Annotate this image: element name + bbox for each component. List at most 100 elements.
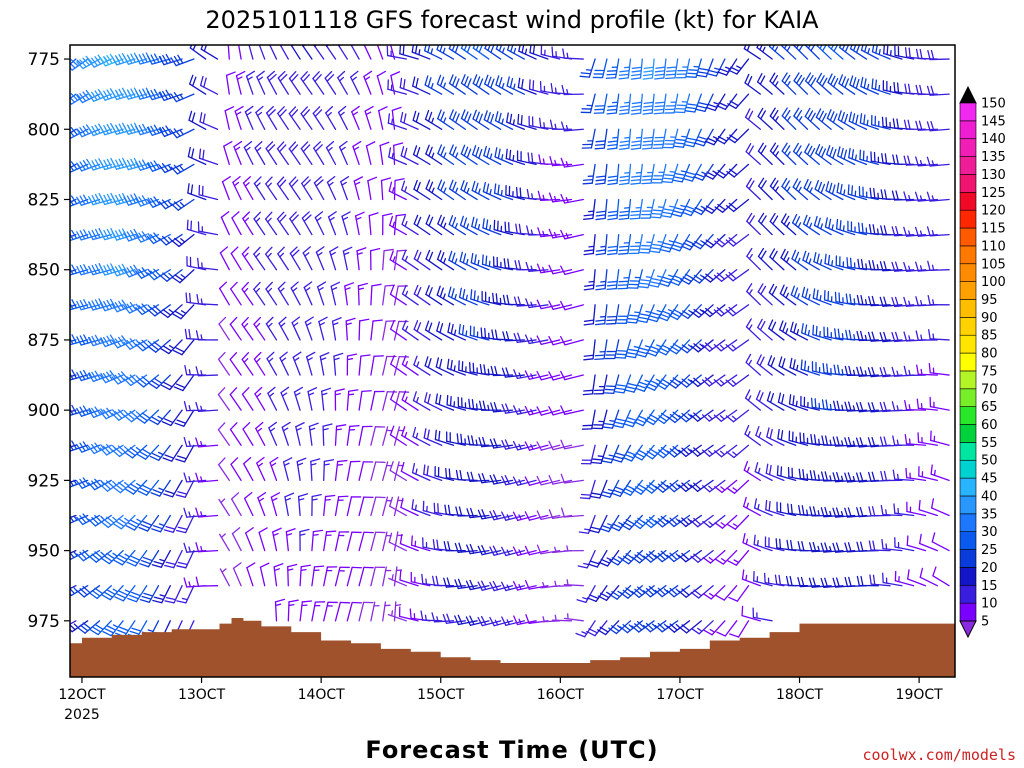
wind-barb xyxy=(793,72,809,95)
wind-barb xyxy=(779,320,797,341)
wind-barb xyxy=(551,580,573,588)
wind-barb xyxy=(630,163,643,185)
wind-barb xyxy=(868,506,891,517)
wind-barb xyxy=(869,187,891,201)
wind-barb xyxy=(382,391,398,411)
wind-barb xyxy=(282,457,293,482)
wind-barb xyxy=(76,194,101,206)
wind-barb xyxy=(256,456,266,482)
wind-barb xyxy=(560,193,584,204)
wind-barb xyxy=(323,459,335,482)
wind-barb xyxy=(303,281,313,306)
wind-barb xyxy=(323,566,338,587)
wind-barb xyxy=(791,249,809,271)
wind-barb xyxy=(517,77,537,95)
wind-barb xyxy=(654,620,679,633)
wind-barb xyxy=(448,250,466,271)
wind-barb xyxy=(447,322,466,341)
wind-barb xyxy=(232,562,242,587)
colorbar-label: 5 xyxy=(981,615,989,630)
wind-barb xyxy=(195,330,219,341)
wind-barb xyxy=(537,227,561,238)
wind-barb xyxy=(891,261,915,272)
wind-barb xyxy=(756,354,773,376)
wind-barb xyxy=(152,585,171,604)
wind-barb xyxy=(791,213,809,236)
wind-barb xyxy=(412,145,431,166)
wind-barb xyxy=(906,501,927,517)
wind-barb xyxy=(356,247,367,271)
wind-barb xyxy=(903,365,927,377)
wind-barb xyxy=(393,249,408,271)
wind-barb xyxy=(635,339,655,358)
wind-barb xyxy=(230,457,242,482)
wind-barb xyxy=(437,214,455,236)
wind-barb xyxy=(253,351,266,376)
wind-barb xyxy=(358,461,374,482)
wind-barb xyxy=(678,479,702,492)
wind-barb xyxy=(695,93,714,112)
wind-barb xyxy=(287,599,299,622)
wind-barb xyxy=(230,246,242,271)
wind-barb xyxy=(867,331,891,342)
credit-link[interactable]: coolwx.com/models xyxy=(862,746,1016,764)
wind-barb xyxy=(501,439,525,450)
wind-barb xyxy=(149,444,171,461)
wind-barb xyxy=(266,105,278,130)
wind-barb xyxy=(269,456,279,482)
wind-barb xyxy=(619,128,632,151)
wind-barb xyxy=(856,366,879,377)
wind-barb xyxy=(253,246,266,271)
wind-barb xyxy=(666,585,691,598)
wind-barb xyxy=(195,472,219,483)
wind-barb xyxy=(266,351,278,376)
wind-barb xyxy=(389,461,407,482)
wind-barb xyxy=(763,572,785,587)
colorbar-label: 115 xyxy=(981,222,1006,237)
wind-barb xyxy=(931,498,950,517)
colorbar-swatch xyxy=(959,549,977,568)
wind-barb xyxy=(494,111,514,130)
wind-barb xyxy=(540,616,561,623)
wind-barb xyxy=(690,620,714,635)
wind-barb xyxy=(582,163,596,185)
wind-barb xyxy=(757,177,773,201)
wind-barb xyxy=(536,370,561,381)
wind-barb xyxy=(327,211,337,236)
wind-barb xyxy=(513,369,537,379)
wind-barb xyxy=(159,269,183,282)
wind-barb xyxy=(370,531,386,552)
y-tick-label: 800 xyxy=(28,120,60,140)
wind-barb xyxy=(412,76,431,95)
wind-barb xyxy=(436,321,455,341)
wind-barb xyxy=(512,546,537,556)
wind-barb xyxy=(808,577,832,588)
wind-barb xyxy=(662,163,679,184)
wind-barb xyxy=(254,141,266,166)
wind-barb xyxy=(618,93,632,115)
wind-barb xyxy=(929,396,950,411)
wind-barb xyxy=(302,246,313,271)
wind-barb xyxy=(741,605,761,622)
x-year-label: 2025 xyxy=(64,707,100,723)
wind-barb xyxy=(70,514,77,519)
plot-area xyxy=(69,44,956,678)
wind-barb xyxy=(562,48,584,60)
wind-barb xyxy=(281,421,291,446)
wind-barb xyxy=(650,198,667,219)
wind-barb xyxy=(139,585,160,603)
wind-barb xyxy=(767,355,785,376)
wind-barb xyxy=(277,70,289,95)
wind-barb xyxy=(435,393,455,411)
x-tick-label: 19OCT xyxy=(896,687,944,703)
wind-barb xyxy=(458,323,478,341)
wind-barb xyxy=(401,180,419,201)
wind-barb xyxy=(743,460,761,482)
wind-barb xyxy=(713,339,738,352)
wind-barb xyxy=(892,469,915,482)
wind-barb xyxy=(113,549,136,566)
wind-barb xyxy=(713,304,738,317)
wind-barb xyxy=(563,545,584,552)
wind-barb xyxy=(315,246,325,271)
x-tick-label: 16OCT xyxy=(537,687,585,703)
